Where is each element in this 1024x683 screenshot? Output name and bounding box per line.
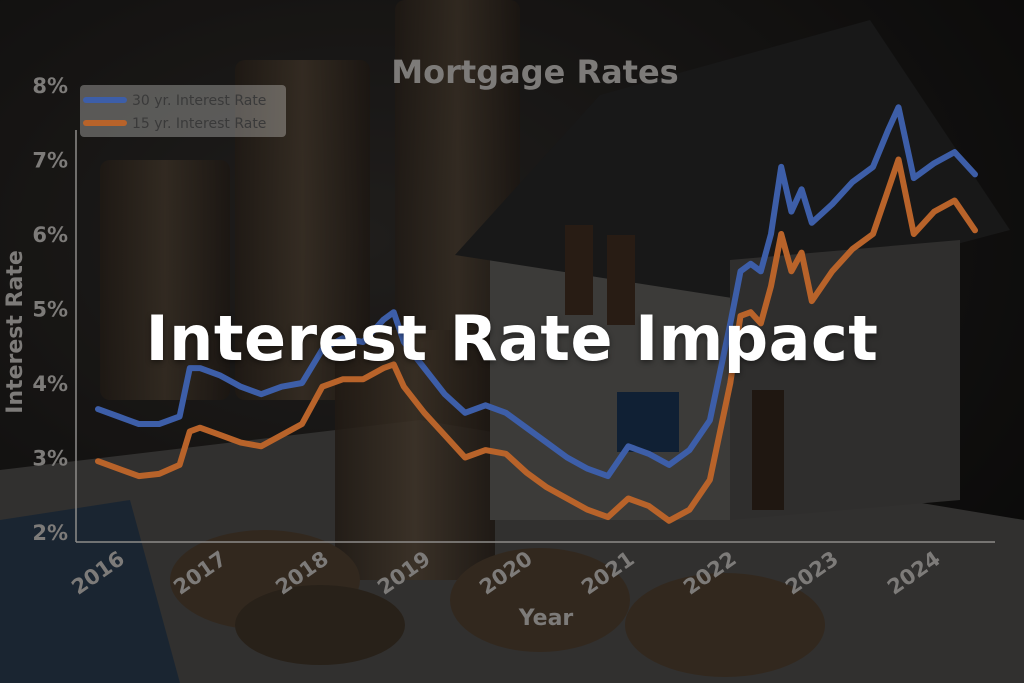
legend-label-15yr: 15 yr. Interest Rate xyxy=(132,116,266,132)
x-tick-label: 2023 xyxy=(781,546,843,599)
legend-box xyxy=(80,85,286,137)
y-tick-label: 4% xyxy=(32,372,68,396)
x-tick-label: 2017 xyxy=(169,546,231,599)
y-tick-label: 2% xyxy=(32,521,68,545)
coin xyxy=(450,548,630,652)
y-tick-label: 5% xyxy=(32,298,68,322)
y-tick-labels: 2% 3% 4% 5% 6% 7% 8% xyxy=(32,74,68,545)
y-axis-label: Interest Rate xyxy=(3,250,28,414)
series-line-15yr xyxy=(95,156,978,524)
x-tick-label: 2024 xyxy=(883,546,945,599)
house-window xyxy=(607,235,635,325)
x-tick-label: 2016 xyxy=(67,546,129,599)
x-axis-label: Year xyxy=(518,606,574,631)
y-tick-label: 7% xyxy=(32,149,68,173)
house-door-window xyxy=(617,392,679,452)
coin xyxy=(625,573,825,677)
house-window xyxy=(565,225,593,315)
house-side xyxy=(730,240,960,520)
x-tick-label: 2019 xyxy=(373,546,435,599)
x-tick-labels: 2016 2017 2018 2019 2020 2021 2022 2023 2024 xyxy=(67,546,944,599)
series-line-30yr xyxy=(95,104,978,480)
chart-title: Mortgage Rates xyxy=(391,53,678,91)
paper-sheet-bars xyxy=(0,500,180,683)
house-door xyxy=(752,390,784,510)
x-tick-label: 2020 xyxy=(475,546,537,599)
x-tick-label: 2021 xyxy=(577,546,639,599)
overlay-headline: Interest Rate Impact xyxy=(145,302,879,375)
y-tick-label: 3% xyxy=(32,447,68,471)
y-tick-label: 8% xyxy=(32,74,68,98)
legend-label-30yr: 30 yr. Interest Rate xyxy=(132,93,266,109)
legend: 30 yr. Interest Rate 15 yr. Interest Rat… xyxy=(80,85,286,137)
x-tick-label: 2022 xyxy=(679,546,741,599)
coin-stack-mid xyxy=(235,60,370,400)
coin-stack-left xyxy=(100,160,230,400)
coin xyxy=(235,585,405,665)
coin-stack-front xyxy=(335,330,495,580)
y-tick-label: 6% xyxy=(32,223,68,247)
x-tick-label: 2018 xyxy=(271,546,333,599)
